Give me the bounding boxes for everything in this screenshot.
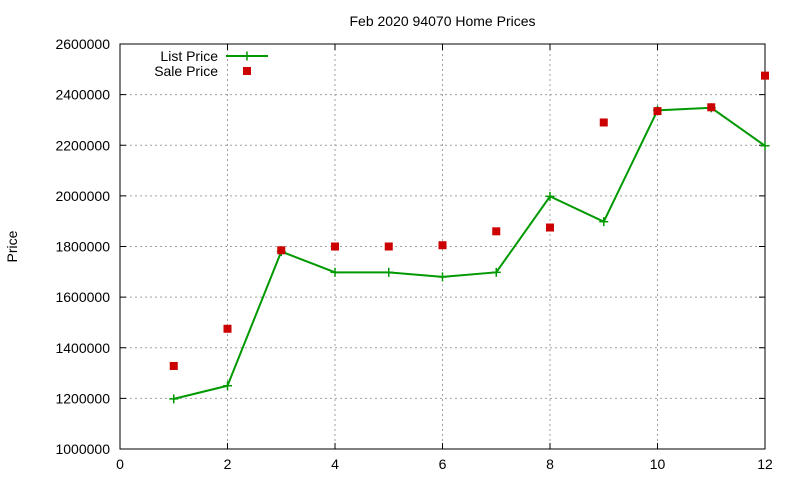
legend-item: Sale Price [154, 63, 251, 79]
series-list-price [169, 103, 770, 404]
data-point [169, 394, 179, 404]
data-point [438, 241, 447, 250]
y-tick-label: 1800000 [55, 239, 110, 255]
data-point [760, 141, 770, 151]
axis-ticks: 1000000 1200000 1400000 1600000 1800000 20000… [55, 36, 773, 472]
y-tick-label: 1000000 [55, 441, 110, 457]
data-point [761, 71, 769, 80]
data-point [330, 267, 340, 277]
x-tick-label: 0 [116, 456, 124, 472]
y-axis-label: Price [4, 230, 20, 262]
data-series [169, 71, 770, 404]
y-tick-label: 1200000 [55, 390, 110, 406]
x-tick-label: 12 [757, 456, 773, 472]
x-tick-label: 10 [650, 456, 666, 472]
data-point [384, 242, 393, 251]
legend-item: List Price [160, 48, 268, 64]
legend-label: Sale Price [154, 63, 218, 79]
y-tick-label: 2400000 [55, 87, 110, 103]
data-point [599, 118, 608, 127]
data-point [384, 267, 394, 277]
data-point [491, 267, 501, 277]
data-point [599, 217, 609, 227]
legend-label: List Price [160, 48, 218, 64]
data-point [223, 324, 232, 333]
data-point [169, 361, 178, 370]
data-point [438, 272, 447, 282]
y-tick-label: 1600000 [55, 289, 110, 305]
series-line [173, 106, 766, 400]
data-point [331, 242, 339, 251]
x-tick-label: 4 [331, 456, 339, 472]
data-point [277, 246, 286, 255]
chart-title: Feb 2020 94070 Home Prices [350, 13, 536, 29]
legend-marker [242, 51, 252, 61]
data-point [546, 223, 554, 232]
series-sale-price [169, 71, 769, 370]
x-tick-label: 8 [546, 456, 554, 472]
data-point [707, 103, 716, 112]
data-point [223, 381, 232, 391]
data-point [545, 191, 555, 201]
y-tick-label: 2600000 [55, 36, 110, 52]
x-tick-label: 2 [224, 456, 232, 472]
legend-marker [243, 67, 251, 75]
y-tick-label: 2000000 [55, 188, 110, 204]
y-tick-label: 1400000 [55, 340, 110, 356]
y-tick-label: 2200000 [55, 137, 110, 153]
data-point [492, 227, 501, 236]
x-tick-label: 6 [439, 456, 447, 472]
data-point [653, 107, 662, 116]
